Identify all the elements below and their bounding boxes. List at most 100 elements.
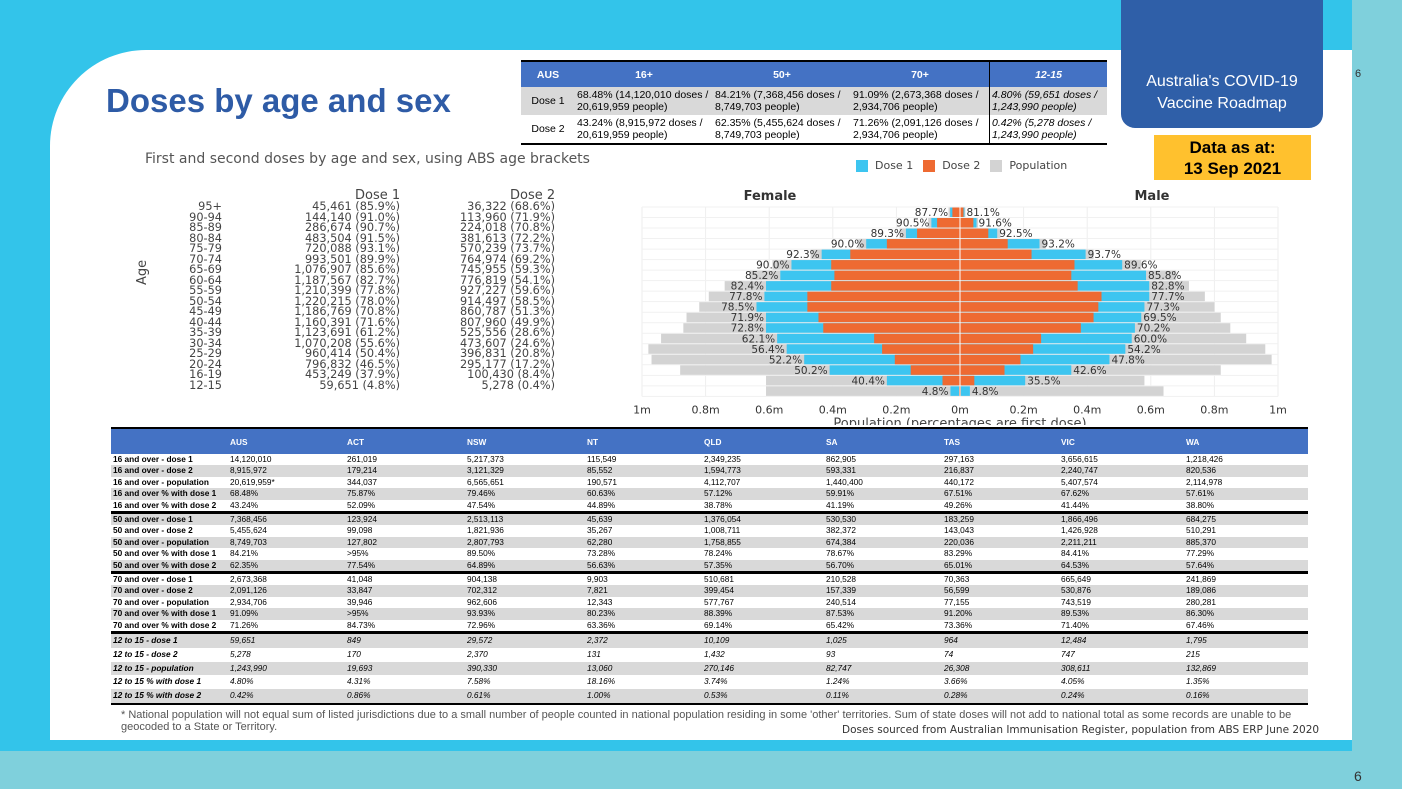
bar-female-dose2 — [850, 249, 960, 260]
table-cell: 4,112,707 — [704, 476, 741, 487]
age-bracket: 75-79 — [189, 242, 222, 255]
table-cell: 6,565,651 — [467, 476, 504, 487]
age-bracket: 80-84 — [189, 231, 222, 245]
dose2-value: 570,239 (73.7%) — [459, 242, 555, 255]
table-cell: 530,530 — [824, 511, 942, 526]
page-number-small: 6 — [1355, 68, 1362, 80]
summary-header-cell: AUS — [521, 61, 575, 87]
table-cell: 2,211,211 — [1059, 536, 1184, 549]
dose2-value: 396,831 (20.8%) — [459, 347, 555, 360]
x-tick-label: 0.8m — [691, 403, 719, 416]
table-row: 12 to 15 - dose 1 59,651 849 29,572 2,372 10,… — [111, 631, 1308, 648]
table-row: 70 and over % with dose 2 71.26% 84.73% 72.… — [111, 620, 1308, 633]
female-dose1-label: 87.7% — [915, 207, 948, 219]
table-cell: 530,876 — [1059, 585, 1184, 597]
age-row: 70-74 993,501 (89.9%) 764,974 (69.2%) — [160, 252, 560, 266]
table-cell: 1,025 — [824, 631, 942, 648]
table-cell: 0.42% — [228, 689, 345, 706]
dose1-value: 960,414 (50.4%) — [304, 347, 400, 360]
male-dose1-label: 81.1% — [966, 207, 999, 219]
table-cell: 73.36% — [944, 619, 973, 630]
age-bracket: 35-39 — [189, 326, 222, 339]
table-cell: 390,330 — [465, 661, 585, 676]
table-cell: 64.53% — [1059, 559, 1184, 573]
table-cell: 1,376,054 — [702, 511, 824, 526]
table-cell: 170 — [347, 648, 361, 659]
table-cell: 123,924 — [345, 511, 465, 526]
bar-female-dose2 — [942, 375, 960, 386]
male-dose1-label: 93.7% — [1088, 249, 1121, 261]
table-cell: 83.29% — [944, 548, 973, 559]
bar-female-dose1 — [886, 375, 960, 386]
table-cell: 47.54% — [467, 499, 496, 510]
age-row: 75-79 720,088 (93.1%) 570,239 (73.7%) — [160, 242, 560, 255]
bar-male-dose2 — [960, 281, 1078, 291]
table-cell: 89.50% — [467, 548, 496, 559]
table-cell: 65.42% — [826, 619, 855, 630]
table-cell: 3.74% — [704, 676, 728, 687]
female-dose1-label: 62.1% — [742, 333, 775, 345]
bar-female-dose2 — [807, 302, 960, 312]
table-cell: 684,275 — [1184, 511, 1308, 526]
age-bracket: 70-74 — [189, 252, 222, 266]
bar-male-dose1 — [960, 354, 1110, 365]
female-dose1-label: 4.8% — [922, 386, 949, 398]
x-tick-label: 0.8m — [1200, 403, 1228, 416]
age-bracket: 60-64 — [189, 273, 222, 287]
table-cell: 0.24% — [1059, 689, 1184, 706]
bar-female-population — [680, 365, 960, 375]
age-bracket: 90-94 — [189, 210, 222, 224]
table-cell: 7,821 — [585, 585, 702, 597]
legend-label: Population — [1009, 159, 1068, 172]
bar-female-dose2 — [834, 270, 960, 281]
row-label: 16 and over - dose 1 — [113, 454, 193, 464]
female-dose1-label: 90.0% — [831, 239, 864, 251]
summary-cell: 43.24% (8,915,972 doses / 20,619,959 peo… — [577, 117, 703, 141]
table-cell: 56.63% — [585, 559, 702, 573]
row-label: 12 to 15 % with dose 2 — [111, 689, 228, 706]
male-dose1-label: 47.8% — [1111, 354, 1144, 366]
row-label: 70 and over % with dose 2 — [113, 619, 217, 630]
table-cell: 2,807,793 — [465, 536, 585, 549]
table-cell: 241,869 — [1184, 571, 1308, 586]
x-tick-label: 0.6m — [1137, 403, 1165, 416]
bar-female-dose2 — [910, 365, 960, 375]
x-tick-label: 0m — [951, 403, 969, 416]
summary-table: AUS 16+ 50+ 70+ 12-15 Dose 1 68.48% (14,… — [521, 60, 1107, 145]
dose2-value: 36,322 (68.6%) — [467, 200, 555, 213]
table-cell: 216,837 — [942, 465, 1059, 477]
table-cell: 33,847 — [345, 585, 465, 597]
row-label: 12 to 15 % with dose 1 — [113, 676, 202, 687]
table-cell: 67.62% — [1059, 488, 1184, 500]
table-header-cell: TAS — [942, 428, 1059, 454]
table-cell: 1,243,990 — [228, 661, 345, 676]
age-bracket: 65-69 — [189, 263, 222, 276]
table-cell: 2,114,978 — [1186, 476, 1223, 487]
dose1-header: Dose 1 — [355, 188, 401, 203]
female-dose1-label: 82.4% — [731, 281, 764, 293]
bar-male-dose2 — [960, 270, 1072, 281]
age-row: 60-64 1,187,567 (82.7%) 776,819 (54.1%) — [160, 273, 560, 287]
table-cell: 57.61% — [1184, 488, 1308, 500]
table-cell: 0.61% — [465, 689, 585, 706]
age-row: 30-34 1,070,208 (55.6%) 473,607 (24.6%) — [160, 337, 560, 348]
bar-male-population — [960, 354, 1272, 365]
table-cell: 964 — [942, 631, 1059, 648]
table-cell: 26,308 — [942, 661, 1059, 676]
x-tick-label: 0.2m — [882, 403, 910, 416]
male-dose1-label: 85.8% — [1148, 270, 1181, 282]
female-dose1-label: 72.8% — [731, 323, 764, 335]
table-row: 12 to 15 % with dose 2 0.42% 0.86% 0.61% 1.0… — [111, 689, 1308, 706]
roadmap-badge: Australia's COVID-19 Vaccine Roadmap — [1121, 0, 1323, 128]
table-cell: 5,278 — [230, 648, 251, 659]
table-cell: 344,037 — [347, 476, 377, 487]
table-cell: 820,536 — [1184, 465, 1308, 477]
table-cell: 862,905 — [826, 454, 856, 464]
dose1-value: 1,187,567 (82.7%) — [294, 273, 400, 287]
table-cell: 0.11% — [824, 689, 942, 706]
table-cell: 308,611 — [1059, 661, 1184, 676]
table-cell: 12,484 — [1059, 631, 1184, 648]
table-cell: 86.30% — [1184, 608, 1308, 620]
table-cell: 93.93% — [465, 608, 585, 620]
bar-male-dose2 — [960, 218, 974, 228]
